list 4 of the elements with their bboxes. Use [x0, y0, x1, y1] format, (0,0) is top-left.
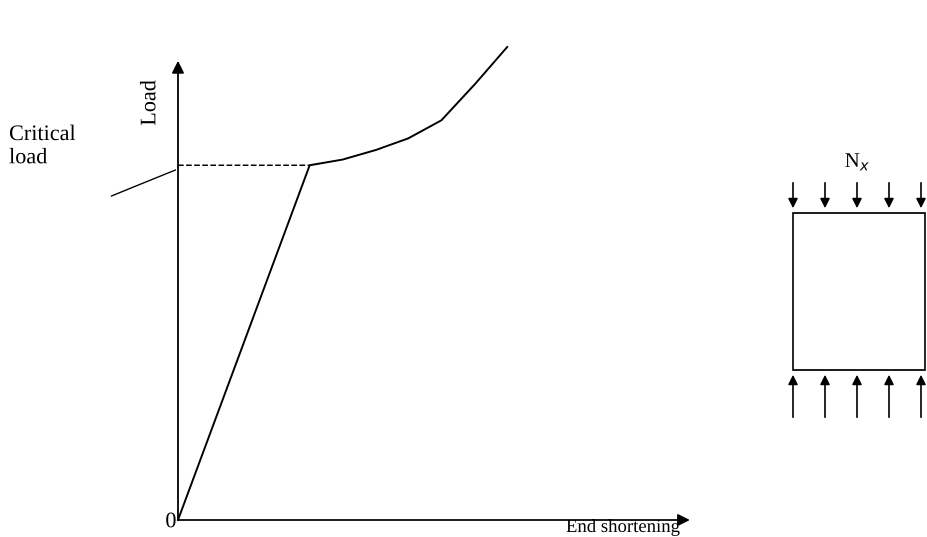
text: N$_{x}$ [845, 153, 869, 170]
ref-line-label: Critical load [9, 124, 76, 164]
annotation: 0 [166, 512, 176, 528]
y-axis-title: Load [140, 80, 156, 126]
